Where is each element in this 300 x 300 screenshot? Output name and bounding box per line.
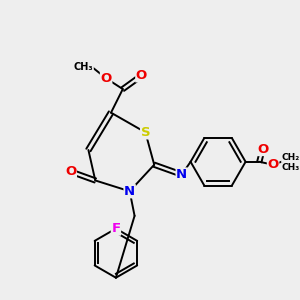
Text: CH₂: CH₂ (282, 153, 300, 162)
Text: S: S (141, 126, 150, 139)
Text: CH₃: CH₃ (282, 163, 300, 172)
Text: O: O (258, 142, 269, 155)
Text: O: O (100, 72, 112, 85)
Text: O: O (136, 69, 147, 82)
Text: O: O (65, 165, 76, 178)
Text: F: F (111, 222, 121, 235)
Text: O: O (268, 158, 279, 171)
Text: CH₃: CH₃ (74, 61, 93, 71)
Text: N: N (124, 185, 135, 198)
Text: N: N (176, 168, 187, 181)
